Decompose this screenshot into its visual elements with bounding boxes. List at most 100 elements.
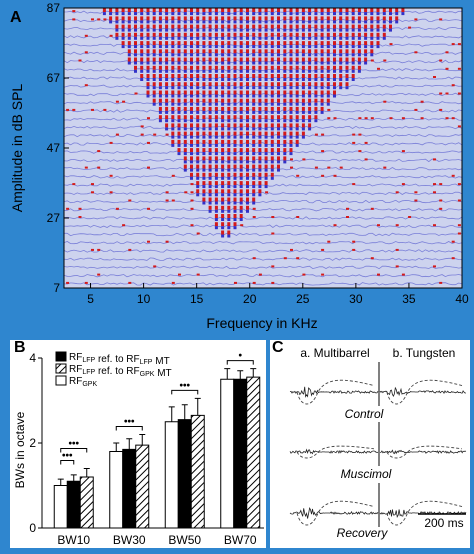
excitatory-response xyxy=(233,172,237,177)
inhibitory-response xyxy=(264,20,268,24)
inhibitory-response xyxy=(208,102,212,106)
inhibitory-response xyxy=(165,78,169,81)
inhibitory-response xyxy=(326,36,330,40)
excitatory-response xyxy=(339,24,343,29)
excitatory-response xyxy=(208,90,212,95)
inhibitory-response xyxy=(364,53,368,57)
panel-a-x-axis-label: Frequency in KHz xyxy=(206,315,317,331)
excitatory-response xyxy=(283,57,287,62)
inhibitory-response xyxy=(227,127,231,131)
baseline-trace xyxy=(63,208,463,212)
excitatory-response xyxy=(183,8,187,13)
excitatory-response xyxy=(283,90,287,95)
excitatory-response xyxy=(221,106,225,111)
category-label: BW70 xyxy=(224,533,257,547)
spontaneous-response xyxy=(358,150,362,153)
inhibitory-response xyxy=(326,102,330,106)
inhibitory-response xyxy=(283,152,287,156)
excitatory-response xyxy=(183,49,187,54)
excitatory-response xyxy=(357,32,361,37)
spontaneous-response xyxy=(321,150,325,153)
inhibitory-response xyxy=(333,53,336,57)
spontaneous-response xyxy=(115,133,119,136)
excitatory-response xyxy=(252,156,256,161)
baseline-trace xyxy=(63,183,463,187)
inhibitory-response xyxy=(239,152,243,156)
inhibitory-response xyxy=(208,152,212,156)
inhibitory-response xyxy=(183,152,187,156)
x-tick-label: 40 xyxy=(455,292,469,306)
inhibitory-response xyxy=(227,78,231,81)
x-tick-label: 10 xyxy=(137,292,151,306)
panel-b-bars xyxy=(53,368,261,529)
excitatory-response xyxy=(326,98,330,103)
excitatory-response xyxy=(152,90,156,95)
inhibitory-response xyxy=(221,69,225,73)
inhibitory-response xyxy=(314,86,318,90)
inhibitory-response xyxy=(339,28,343,32)
inhibitory-response xyxy=(246,201,249,205)
excitatory-response xyxy=(190,106,193,111)
inhibitory-response xyxy=(301,12,305,16)
y-tick-label: 7 xyxy=(53,281,60,295)
inhibitory-response xyxy=(258,152,262,156)
inhibitory-response xyxy=(295,36,299,40)
excitatory-response xyxy=(314,106,318,111)
excitatory-response xyxy=(208,148,212,153)
excitatory-response xyxy=(227,148,231,153)
excitatory-response xyxy=(351,8,355,13)
inhibitory-response xyxy=(246,12,249,16)
spontaneous-response xyxy=(395,265,399,268)
spontaneous-response xyxy=(420,100,424,103)
excitatory-response xyxy=(308,106,312,111)
spontaneous-response xyxy=(290,158,293,161)
inhibitory-response xyxy=(152,94,156,98)
excitatory-response xyxy=(264,181,268,186)
spontaneous-response xyxy=(364,141,368,144)
x-tick-label: 35 xyxy=(402,292,416,306)
excitatory-response xyxy=(146,8,150,13)
inhibitory-response xyxy=(165,61,169,65)
inhibitory-response xyxy=(196,28,200,32)
inhibitory-response xyxy=(252,127,256,131)
excitatory-response xyxy=(277,41,280,46)
excitatory-response xyxy=(214,214,218,218)
excitatory-response xyxy=(326,65,330,70)
excitatory-response xyxy=(320,65,324,70)
excitatory-response xyxy=(258,57,262,62)
inhibitory-response xyxy=(152,45,156,49)
excitatory-response xyxy=(301,74,305,78)
inhibitory-response xyxy=(140,53,144,57)
inhibitory-response xyxy=(196,36,200,40)
inhibitory-response xyxy=(183,86,187,90)
inhibitory-response xyxy=(208,36,212,40)
inhibitory-response xyxy=(314,61,318,65)
excitatory-response xyxy=(121,41,125,46)
inhibitory-response xyxy=(158,86,162,90)
spontaneous-response xyxy=(165,133,169,136)
excitatory-response xyxy=(283,32,287,37)
excitatory-response xyxy=(190,49,193,54)
excitatory-response xyxy=(146,41,150,46)
inhibitory-response xyxy=(196,127,200,131)
excitatory-response xyxy=(258,156,262,161)
category-label: BW10 xyxy=(57,533,90,547)
column-label-tungsten: b. Tungsten xyxy=(393,346,456,360)
excitatory-response xyxy=(233,98,237,103)
excitatory-response xyxy=(289,82,293,87)
spontaneous-response xyxy=(433,224,436,227)
inhibitory-response xyxy=(351,36,355,40)
excitatory-response xyxy=(301,41,305,46)
inhibitory-response xyxy=(246,69,249,73)
inhibitory-response xyxy=(214,69,218,73)
spontaneous-response xyxy=(66,281,70,284)
inhibitory-response xyxy=(370,28,374,32)
inhibitory-response xyxy=(370,12,374,16)
inhibitory-response xyxy=(401,12,405,16)
inhibitory-response xyxy=(202,12,206,16)
inhibitory-response xyxy=(202,160,206,164)
excitatory-response xyxy=(308,65,312,70)
spontaneous-response xyxy=(147,240,150,243)
inhibitory-response xyxy=(258,110,262,114)
inhibitory-response xyxy=(202,53,206,57)
